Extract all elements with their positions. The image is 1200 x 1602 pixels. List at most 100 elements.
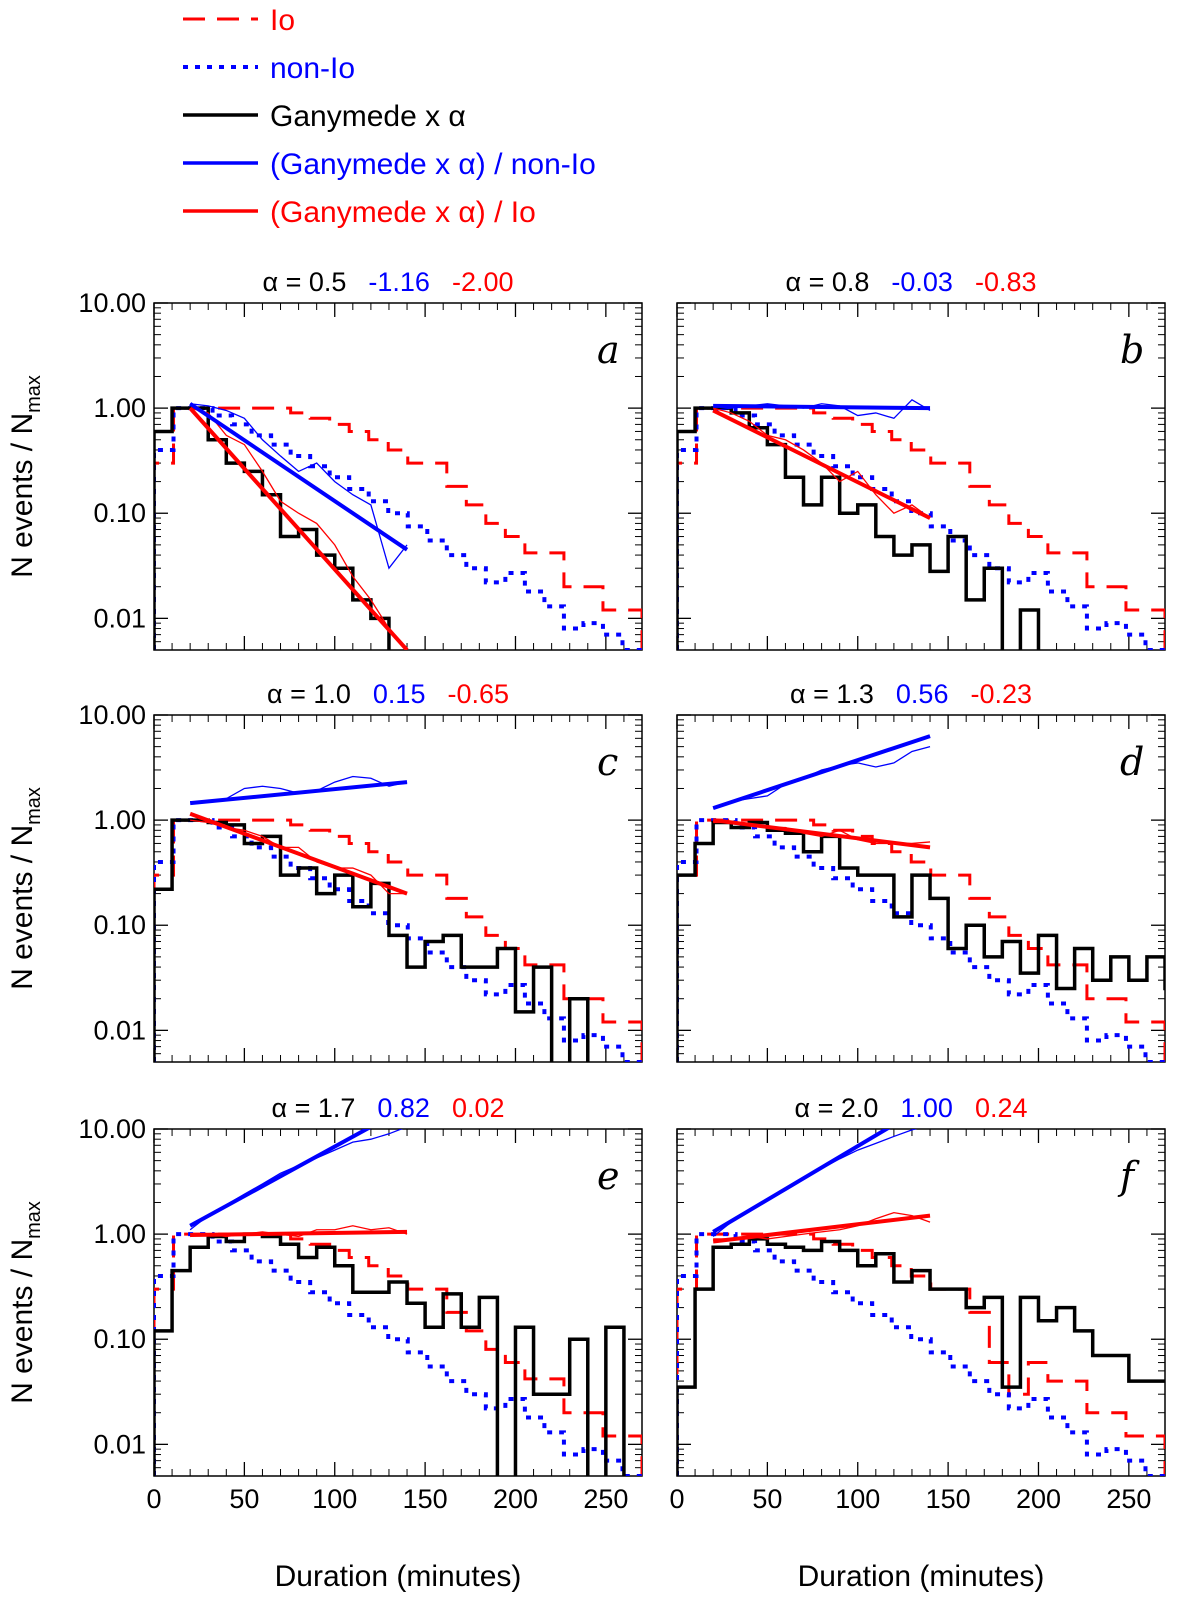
slope-io-label: 0.02 — [452, 1093, 505, 1123]
legend-label-1: non-Io — [270, 52, 355, 85]
x-tick-label: 0 — [669, 1484, 684, 1514]
series-io — [154, 406, 642, 650]
y-axis-label-2: N events / Nmax — [6, 1201, 45, 1404]
y-axis-label-subscript: max — [23, 787, 45, 825]
x-tick-label: 200 — [493, 1484, 538, 1514]
series-io — [154, 1232, 642, 1476]
series-ratio-io — [189, 407, 408, 650]
x-tick-label: 250 — [1106, 1484, 1151, 1514]
alpha-label: α = 2.0 — [794, 1093, 878, 1123]
x-tick-label: 50 — [229, 1484, 259, 1514]
legend: Io non-Io Ganymede x α (Ganymede x α) / no… — [183, 4, 596, 229]
panel-c: α = 1.0 0.15 -0.65 c 0.01 0.10 1.00 10.00 — [78, 679, 643, 1063]
slope-nonio-label: 0.15 — [373, 679, 426, 709]
slope-nonio-label: -0.03 — [891, 267, 953, 297]
fit-io — [190, 1229, 408, 1238]
slope-nonio-label: -1.16 — [368, 267, 430, 297]
series-ganymede — [154, 1232, 626, 1476]
series-io — [677, 818, 1165, 1062]
fit-non-io — [713, 403, 931, 411]
legend-label-0: Io — [270, 4, 295, 37]
fit-non-io — [189, 780, 408, 806]
x-axis-label-1: Duration (minutes) — [798, 1560, 1045, 1593]
y-tick-label: 0.10 — [93, 1324, 146, 1354]
series-non-io — [154, 1232, 642, 1476]
x-axis-label-0: Duration (minutes) — [275, 1560, 522, 1593]
series-non-io — [677, 406, 1165, 650]
panel-d: α = 1.3 0.56 -0.23 d — [676, 679, 1166, 1063]
y-tick-label: 0.01 — [93, 1015, 146, 1045]
alpha-label: α = 0.8 — [785, 267, 869, 297]
x-tick-label: 150 — [403, 1484, 448, 1514]
panel-title: α = 1.0 0.15 -0.65 — [267, 679, 509, 709]
data-layer — [154, 402, 642, 650]
panel-title: α = 0.5 -1.16 -2.00 — [262, 267, 513, 297]
series-ratio-non-io — [190, 775, 408, 803]
panel-letter: e — [597, 1154, 620, 1198]
panel-letter: d — [1120, 740, 1144, 784]
legend-label-2: Ganymede x α — [270, 100, 466, 133]
series-ganymede — [677, 1237, 1165, 1476]
y-axis-label-subscript: max — [23, 1201, 45, 1239]
panel-e: α = 1.7 0.82 0.02 e 0.01 0.10 1.00 10.00 0 50 100 1… — [78, 1093, 643, 1514]
series-io — [154, 818, 642, 1062]
panel-letter: b — [1120, 328, 1144, 372]
fit-io — [712, 408, 931, 520]
y-axis-label-main: N events / N — [6, 413, 39, 578]
legend-label-4: (Ganymede x α) / Io — [270, 196, 536, 229]
series-ratio-non-io — [189, 1129, 404, 1231]
y-tick-label: 10.00 — [78, 288, 146, 318]
alpha-label: α = 1.7 — [271, 1093, 355, 1123]
fit-non-io — [189, 1129, 371, 1228]
data-layer — [677, 398, 1165, 650]
series-non-io — [154, 818, 642, 1062]
y-tick-label: 0.01 — [93, 1429, 146, 1459]
fit-non-io — [189, 402, 409, 552]
fit-io — [712, 1213, 931, 1244]
x-tick-label: 200 — [1016, 1484, 1061, 1514]
panels: α = 0.5 -1.16 -2.00 a 0.01 0.10 1.00 10.00 α = 0… — [78, 267, 1166, 1514]
legend-label-3: (Ganymede x α) / non-Io — [270, 148, 596, 181]
y-tick-label: 0.10 — [93, 498, 146, 528]
plot-frame — [676, 1128, 1166, 1477]
plot-frame — [153, 302, 643, 651]
series-non-io — [154, 406, 642, 650]
alpha-label: α = 1.3 — [790, 679, 874, 709]
slope-io-label: -0.65 — [447, 679, 509, 709]
panel-f: α = 2.0 1.00 0.24 f 0 50 100 150 200 250 — [669, 1093, 1166, 1514]
y-tick-label: 10.00 — [78, 700, 146, 730]
x-tick-label: 100 — [835, 1484, 880, 1514]
slope-io-label: -2.00 — [452, 267, 514, 297]
plot-frame — [153, 1128, 643, 1477]
data-layer — [677, 1129, 1165, 1476]
slope-nonio-label: 0.56 — [896, 679, 949, 709]
fit-io — [712, 818, 931, 850]
series-ratio-non-io — [712, 746, 931, 809]
series-non-io — [677, 1232, 1165, 1476]
fit-non-io — [712, 734, 931, 811]
data-layer — [677, 734, 1165, 1062]
panel-a: α = 0.5 -1.16 -2.00 a 0.01 0.10 1.00 10.00 — [78, 267, 643, 651]
panel-title: α = 0.8 -0.03 -0.83 — [785, 267, 1036, 297]
y-tick-label: 0.10 — [93, 910, 146, 940]
panel-title: α = 1.3 0.56 -0.23 — [790, 679, 1032, 709]
series-non-io — [677, 818, 1165, 1062]
panel-letter: c — [597, 740, 618, 784]
data-layer — [154, 1129, 642, 1476]
y-axis-label-main: N events / N — [6, 825, 39, 990]
panel-letter: a — [597, 328, 620, 372]
series-io — [677, 406, 1165, 650]
alpha-label: α = 1.0 — [267, 679, 351, 709]
series-ganymede — [677, 820, 1165, 1062]
plot-frame — [676, 714, 1166, 1063]
y-tick-label: 1.00 — [93, 1219, 146, 1249]
panel-title: α = 2.0 1.00 0.24 — [794, 1093, 1027, 1123]
x-tick-label: 250 — [583, 1484, 628, 1514]
panel-title: α = 1.7 0.82 0.02 — [271, 1093, 504, 1123]
slope-io-label: -0.23 — [970, 679, 1032, 709]
slope-nonio-label: 1.00 — [900, 1093, 953, 1123]
slope-io-label: -0.83 — [975, 267, 1037, 297]
panel-b: α = 0.8 -0.03 -0.83 b — [676, 267, 1166, 651]
alpha-label: α = 0.5 — [262, 267, 346, 297]
